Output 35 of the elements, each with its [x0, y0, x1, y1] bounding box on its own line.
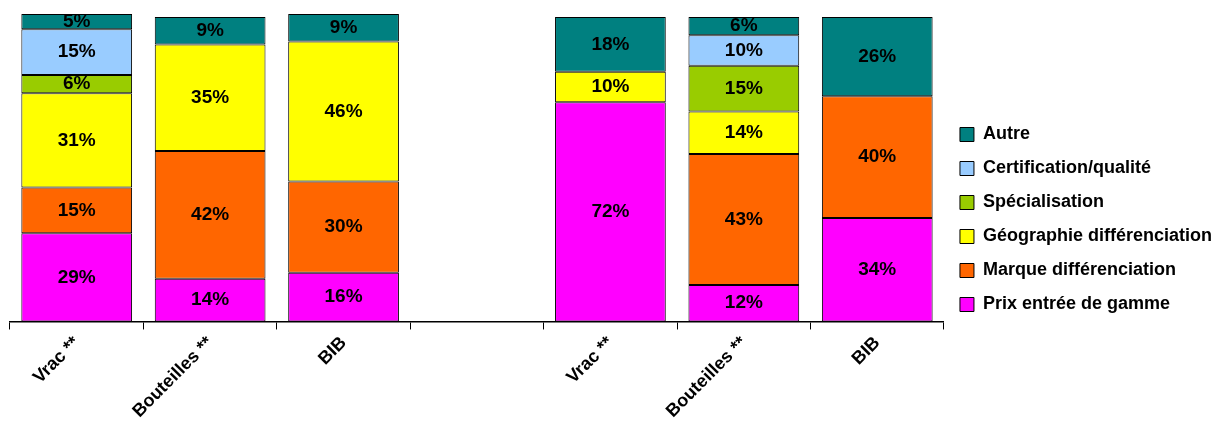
data-label: 29%	[57, 265, 96, 287]
data-label: 10%	[591, 75, 630, 97]
data-label: 42%	[191, 203, 230, 225]
data-label: 6%	[62, 72, 91, 94]
data-label: 31%	[57, 128, 96, 150]
data-label: 9%	[196, 18, 224, 40]
x-tick-label: Vrac **	[562, 332, 617, 387]
data-label: 12%	[724, 291, 763, 313]
legend-label: Autre	[982, 123, 1030, 144]
legend-label: Certification/qualité	[982, 157, 1151, 178]
x-tick-label: BIB	[847, 332, 884, 369]
legend-label: Prix entrée de gamme	[982, 293, 1171, 314]
data-label: 15%	[57, 198, 96, 220]
data-label: 18%	[591, 32, 630, 54]
data-label: 6%	[730, 14, 758, 36]
legend-label: Spécialisation	[982, 191, 1105, 212]
x-tick-label: BIB	[313, 332, 350, 369]
data-label: 35%	[191, 85, 230, 107]
data-label: 30%	[324, 215, 363, 237]
data-label: 72%	[591, 200, 630, 222]
data-label: 34%	[858, 257, 897, 279]
data-label: 46%	[324, 99, 363, 121]
legend-label: Géographie différenciation	[982, 225, 1213, 246]
data-label: 40%	[858, 145, 897, 167]
x-tick-label: Vrac **	[28, 332, 84, 387]
data-label: 43%	[724, 207, 763, 229]
data-label: 9%	[329, 15, 358, 37]
data-label: 14%	[724, 120, 763, 142]
data-label: 14%	[191, 288, 230, 310]
data-label: 15%	[724, 76, 763, 98]
data-label: 26%	[858, 44, 897, 66]
data-label: 10%	[724, 38, 763, 60]
legend-label: Marque différenciation	[982, 259, 1176, 280]
data-label: 16%	[324, 285, 363, 307]
data-label: 15%	[57, 40, 96, 62]
